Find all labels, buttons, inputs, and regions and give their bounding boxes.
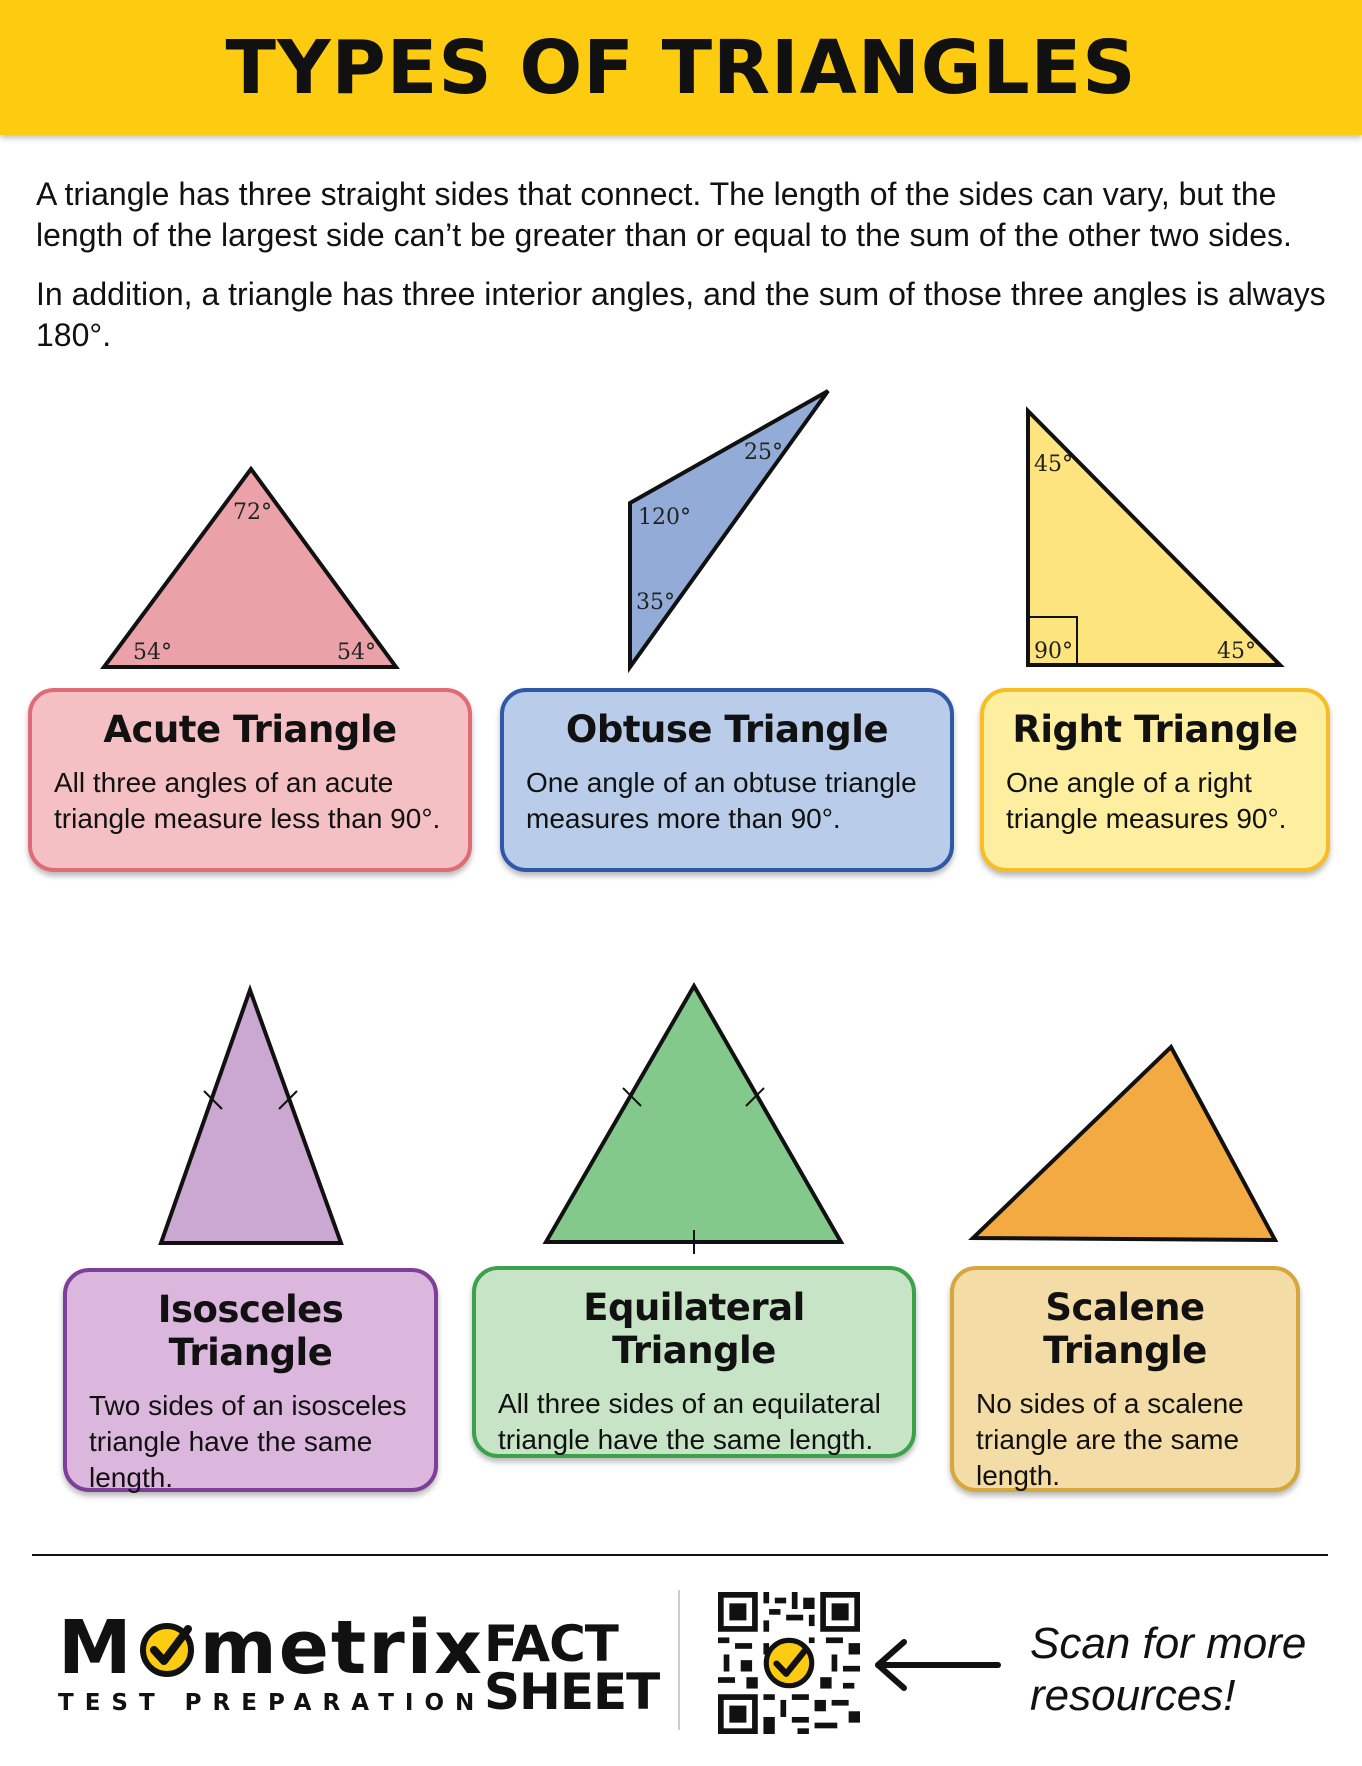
scan-line-2: resources! bbox=[1030, 1671, 1236, 1720]
isosceles-triangle-diagram bbox=[158, 984, 344, 1245]
page-title: TYPES OF TRIANGLES bbox=[225, 24, 1137, 111]
obtuse-angle-middle: 120° bbox=[638, 505, 691, 530]
isosceles-triangle-card: Isosceles Triangle Two sides of an isosc… bbox=[63, 1268, 438, 1493]
obtuse-triangle-diagram: 25° 120° 35° bbox=[628, 389, 830, 674]
equilateral-triangle-title: Equilateral Triangle bbox=[583, 1286, 805, 1372]
logo-suffix: metrix bbox=[199, 1605, 484, 1691]
acute-angle-top: 72° bbox=[233, 500, 272, 525]
right-triangle-shape bbox=[1026, 406, 1285, 667]
acute-triangle-card: Acute Triangle All three angles of an ac… bbox=[28, 688, 472, 872]
scalene-triangle-diagram bbox=[968, 1043, 1279, 1243]
right-angle-top: 45° bbox=[1034, 452, 1073, 477]
acute-angle-left: 54° bbox=[133, 640, 172, 665]
obtuse-triangle-title: Obtuse Triangle bbox=[565, 708, 889, 751]
right-triangle-card: Right Triangle One angle of a right tria… bbox=[980, 688, 1330, 872]
acute-triangle-title: Acute Triangle bbox=[103, 708, 397, 751]
fact-sheet-label: FACT SHEET bbox=[484, 1615, 660, 1721]
acute-triangle-shape bbox=[100, 465, 400, 669]
footer-divider bbox=[32, 1554, 1328, 1556]
scan-callout: Scan for more resources! bbox=[1030, 1618, 1306, 1722]
logo-subtitle: TEST PREPARATION bbox=[58, 1690, 486, 1716]
obtuse-triangle-description: One angle of an obtuse triangle measures… bbox=[526, 767, 917, 834]
checkmark-logo-icon bbox=[139, 1623, 194, 1677]
scalene-triangle-title: Scalene Triangle bbox=[1043, 1286, 1207, 1372]
right-angle-marker bbox=[1027, 616, 1078, 666]
equilateral-tick-right bbox=[745, 1087, 765, 1107]
isosceles-triangle-shape bbox=[158, 984, 344, 1245]
equilateral-triangle-shape bbox=[542, 981, 845, 1244]
scan-line-1: Scan for more bbox=[1030, 1619, 1307, 1668]
mometrix-logo: M metrix TEST PREPARATION bbox=[58, 1608, 485, 1716]
equilateral-tick-left bbox=[622, 1087, 642, 1107]
isosceles-tick-left bbox=[203, 1090, 223, 1110]
logo-prefix: M bbox=[58, 1605, 134, 1691]
obtuse-angle-bottom: 35° bbox=[636, 590, 675, 615]
isosceles-triangle-title: Isosceles Triangle bbox=[157, 1288, 344, 1374]
acute-triangle-diagram: 72° 54° 54° bbox=[100, 465, 400, 669]
obtuse-triangle-shape bbox=[628, 389, 830, 674]
right-triangle-title: Right Triangle bbox=[1012, 708, 1298, 751]
fact-label-line-2: SHEET bbox=[484, 1663, 660, 1721]
right-angle-corner: 90° bbox=[1034, 639, 1073, 664]
obtuse-angle-top: 25° bbox=[744, 440, 783, 465]
intro-text: A triangle has three straight sides that… bbox=[36, 174, 1326, 374]
equilateral-triangle-description: All three sides of an equilateral triang… bbox=[498, 1388, 881, 1455]
arrow-left-icon bbox=[875, 1639, 1001, 1691]
scalene-triangle-card: Scalene Triangle No sides of a scalene t… bbox=[950, 1266, 1300, 1492]
isosceles-triangle-description: Two sides of an isosceles triangle have … bbox=[89, 1390, 407, 1493]
scalene-triangle-description: No sides of a scalene triangle are the s… bbox=[976, 1388, 1244, 1491]
right-triangle-diagram: 45° 90° 45° bbox=[1026, 406, 1285, 667]
equilateral-triangle-diagram bbox=[542, 981, 845, 1254]
equilateral-triangle-card: Equilateral Triangle All three sides of … bbox=[472, 1266, 916, 1458]
obtuse-triangle-card: Obtuse Triangle One angle of an obtuse t… bbox=[500, 688, 954, 872]
qr-code-icon[interactable] bbox=[718, 1592, 860, 1734]
scalene-triangle-shape bbox=[968, 1043, 1279, 1243]
right-triangle-description: One angle of a right triangle measures 9… bbox=[1006, 767, 1287, 834]
isosceles-tick-right bbox=[278, 1090, 298, 1110]
intro-paragraph-2: In addition, a triangle has three interi… bbox=[36, 276, 1326, 353]
fact-label-line-1: FACT bbox=[484, 1615, 619, 1673]
acute-angle-right: 54° bbox=[337, 640, 376, 665]
acute-triangle-description: All three angles of an acute triangle me… bbox=[54, 767, 441, 834]
logo-wordmark: M metrix bbox=[58, 1608, 485, 1688]
footer-vertical-divider bbox=[678, 1590, 680, 1730]
intro-paragraph-1: A triangle has three straight sides that… bbox=[36, 176, 1292, 253]
right-angle-right: 45° bbox=[1217, 639, 1256, 664]
header-banner: TYPES OF TRIANGLES bbox=[0, 0, 1362, 135]
